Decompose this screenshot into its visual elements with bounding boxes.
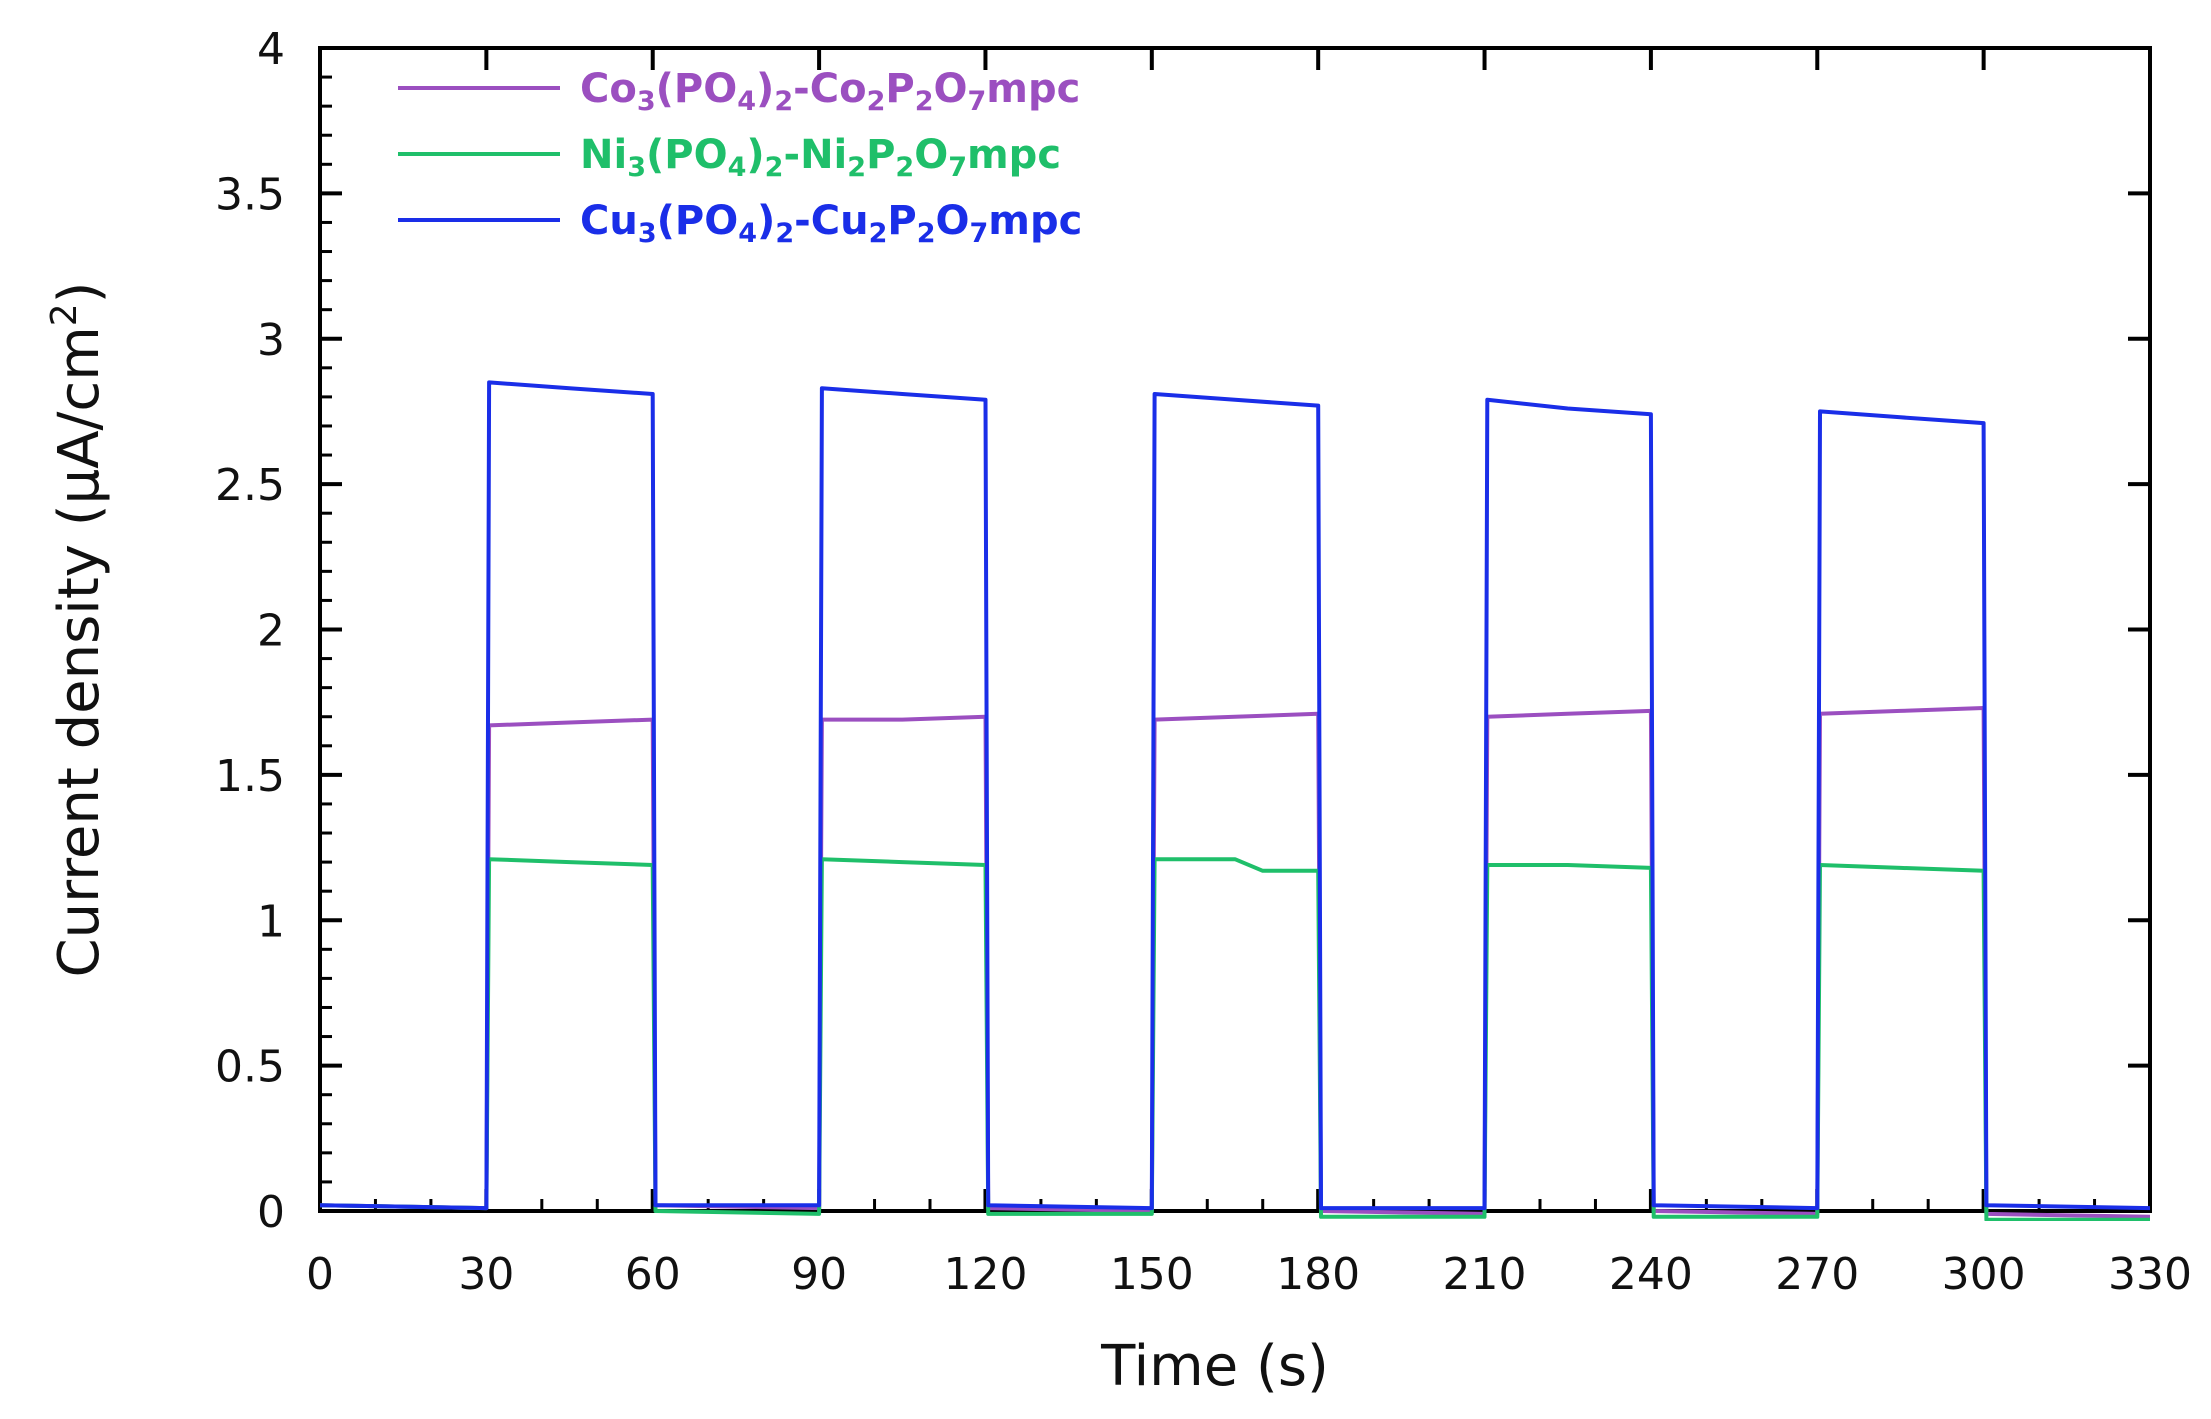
legend-label-3: Cu3(PO4)2-Cu2P2O7mpc: [580, 198, 1082, 249]
legend-label-part: ): [756, 66, 774, 112]
y-tick-label: 2.5: [215, 460, 285, 511]
legend-label-part: 2: [765, 152, 784, 183]
series-line-2: [320, 857, 2150, 1221]
legend-label-part: ): [757, 198, 775, 244]
y-axis-title-sup: 2: [44, 303, 85, 326]
legend-label-part: 2: [869, 218, 888, 249]
legend-label-part: O: [914, 132, 948, 178]
legend-label-part: 2: [847, 152, 866, 183]
y-tick-label: 3: [257, 315, 285, 366]
legend-label-part: mpc: [988, 198, 1082, 244]
legend-label-part: (PO: [656, 66, 738, 112]
legend-label-1: Co3(PO4)2-Co2P2O7mpc: [580, 66, 1080, 117]
x-axis-title: Time (s): [1100, 1334, 1329, 1399]
series-line-1: [320, 706, 2150, 1219]
x-tick-label: 30: [458, 1249, 514, 1300]
legend-label-part: Cu: [580, 198, 638, 244]
legend-label-part: P: [887, 198, 916, 244]
legend-label-part: O: [933, 66, 967, 112]
y-tick-label: 2: [257, 606, 285, 657]
y-tick-label: 1: [257, 896, 285, 947]
plot-area: 0 0.5 1 1.5 2 2.5 3 3.5 4 0 30 60 90 120 150 180 210 240 2…: [44, 24, 2192, 1399]
legend-label-part: 2: [895, 152, 914, 183]
legend-label-part: -Co: [793, 66, 866, 112]
x-tick-label: 90: [791, 1249, 847, 1300]
legend-label-part: 3: [637, 86, 656, 117]
y-axis-title-main: Current density (μA/cm: [47, 326, 112, 977]
x-tick-label: 120: [943, 1249, 1027, 1300]
x-tick-label: 150: [1110, 1249, 1194, 1300]
x-tick-label: 300: [1942, 1249, 2026, 1300]
legend-label-part: P: [866, 132, 895, 178]
legend-label-part: ): [746, 132, 764, 178]
y-tick-label: 4: [257, 24, 285, 75]
x-tick-label: 60: [625, 1249, 681, 1300]
series-group: [320, 380, 2150, 1221]
legend-label-part: 7: [968, 86, 987, 117]
legend-label-part: Ni: [580, 132, 627, 178]
legend-label-part: (PO: [657, 198, 739, 244]
x-tick-label: 210: [1443, 1249, 1527, 1300]
y-tick-label: 0.5: [215, 1042, 285, 1093]
legend-label-part: O: [935, 198, 969, 244]
legend-label-part: 7: [970, 218, 989, 249]
legend-label-part: 2: [774, 86, 793, 117]
x-tick-label: 180: [1276, 1249, 1360, 1300]
x-tick-label: 270: [1775, 1249, 1859, 1300]
y-tick-label: 1.5: [215, 751, 285, 802]
legend-label-part: 2: [775, 218, 794, 249]
legend-label-part: 4: [728, 152, 747, 183]
legend-label-part: 2: [915, 86, 934, 117]
legend-label-part: 3: [627, 152, 646, 183]
x-tick-label: 240: [1609, 1249, 1693, 1300]
legend-label-part: 4: [738, 218, 757, 249]
legend-label-part: P: [885, 66, 914, 112]
legend-label-part: 3: [638, 218, 657, 249]
legend-label-part: -Cu: [794, 198, 868, 244]
y-tick-label: 3.5: [215, 169, 285, 220]
legend-label-part: -Ni: [783, 132, 847, 178]
x-tick-label: 0: [306, 1249, 334, 1300]
legend-label-part: Co: [580, 66, 637, 112]
legend-label-part: 2: [867, 86, 886, 117]
y-axis-title: Current density (μA/cm2): [44, 281, 112, 977]
y-axis-title-close: ): [47, 281, 112, 303]
legend-label-part: 7: [948, 152, 967, 183]
series-line-3: [320, 380, 2150, 1211]
y-tick-label: 0: [257, 1187, 285, 1238]
legend-label-part: 4: [737, 86, 756, 117]
legend-label-part: (PO: [646, 132, 728, 178]
legend-label-2: Ni3(PO4)2-Ni2P2O7mpc: [580, 132, 1061, 183]
legend-label-part: 2: [917, 218, 936, 249]
legend-label-part: mpc: [967, 132, 1061, 178]
legend: Co3(PO4)2-Co2P2O7mpcNi3(PO4)2-Ni2P2O7mpc…: [398, 66, 1082, 249]
x-tick-label: 330: [2108, 1249, 2192, 1300]
legend-label-part: mpc: [986, 66, 1080, 112]
